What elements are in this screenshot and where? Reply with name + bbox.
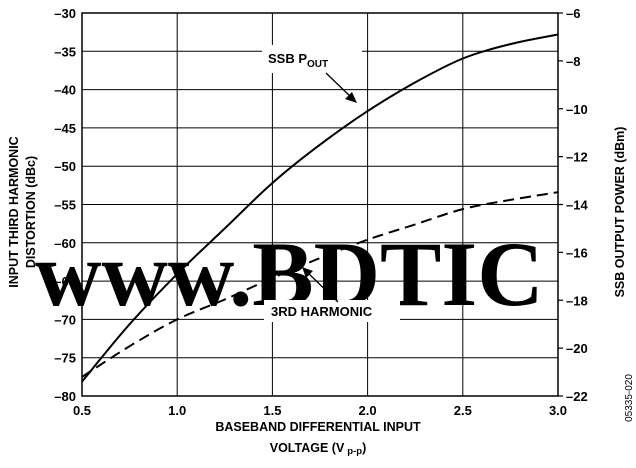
annotation-ssb-pout-main: SSB P: [268, 51, 307, 66]
series-group: [81, 33, 559, 383]
y-left-tick-label: –30: [54, 6, 76, 21]
x-axis-title-sub: p-p: [347, 446, 362, 457]
x-axis-title-line2: VOLTAGE (V p-p): [270, 441, 367, 457]
y-left-tick-label: –35: [54, 44, 76, 59]
annotation-3rd-harmonic-arrowhead: [302, 267, 313, 278]
annotation-ssb-pout-box: [262, 45, 362, 73]
x-tick-label: 2.5: [454, 403, 472, 418]
x-axis-title-end: ): [362, 441, 366, 455]
annotation-ssb-pout-arrowhead: [345, 92, 357, 103]
x-tick-label: 1.0: [168, 403, 186, 418]
y-left-tick-label: –80: [54, 389, 76, 404]
y-left-tick-label: –55: [54, 198, 76, 213]
annotation-ssb-pout-sub: OUT: [307, 59, 328, 70]
y-right-tick-label: –10: [566, 102, 588, 117]
annotation-3rd-harmonic-label: 3RD HARMONIC: [271, 304, 373, 319]
annotation-3rd-harmonic-box: [264, 300, 400, 322]
y-right-tick-label: –16: [566, 245, 588, 260]
y-right-tick-label: –14: [566, 198, 588, 213]
annotation-3rd-harmonic-arrow-line: [305, 270, 339, 303]
y-left-tick-label: –60: [54, 236, 76, 251]
y-left-tick-label: –70: [54, 312, 76, 327]
x-axis-title-main: VOLTAGE (V: [270, 441, 345, 455]
y-right-tick-label: –22: [566, 389, 588, 404]
y-left-tick-label: –65: [54, 274, 76, 289]
figure-code: 05335-020: [624, 374, 635, 422]
y-left-tick-label: –40: [54, 83, 76, 98]
x-tick-label: 0.5: [73, 403, 91, 418]
y-axis-left-title-line2: DISTORTION (dBc): [24, 156, 38, 268]
tick-labels: 0.5 1.0 1.5 2.0 2.5 3.0 –80 –75 –70 –65 –60 –55 –50 –…: [54, 6, 588, 418]
y-axis-right-title: SSB OUTPUT POWER (dBm): [613, 127, 627, 298]
y-right-tick-label: –20: [566, 341, 588, 356]
x-tick-label: 2.0: [359, 403, 377, 418]
annotation-ssb-pout-label: SSB POUT: [268, 51, 328, 70]
y-right-tick-label: –6: [566, 6, 580, 21]
y-left-tick-label: –45: [54, 121, 76, 136]
y-right-tick-label: –18: [566, 293, 588, 308]
x-tick-label: 1.5: [263, 403, 281, 418]
series-line-ssb-pout: [81, 33, 559, 383]
grid: [81, 12, 559, 397]
y-right-tick-label: –12: [566, 150, 588, 165]
x-axis-title-line1: BASEBAND DIFFERENTIAL INPUT: [215, 420, 421, 434]
annotation-ssb-pout: SSB POUT: [262, 45, 362, 103]
y-right-tick-label: –8: [566, 54, 580, 69]
y-axis-left-title-line1: INPUT THIRD HARMONIC: [7, 136, 21, 287]
x-tick-label: 3.0: [549, 403, 567, 418]
annotation-3rd-harmonic: 3RD HARMONIC: [264, 267, 400, 322]
y-left-tick-label: –50: [54, 159, 76, 174]
series-line-3rd-harmonic: [81, 191, 559, 378]
y-left-tick-label: –75: [54, 351, 76, 366]
